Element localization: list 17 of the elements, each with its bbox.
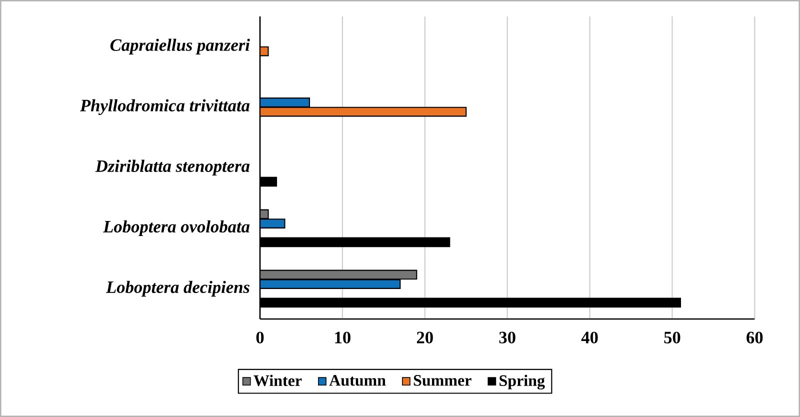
y-tick-label: Dziriblatta stenoptera (95, 160, 250, 176)
y-tick-label: Loboptera ovolobata (103, 220, 250, 236)
legend-label: Summer (414, 375, 472, 386)
x-tick-label: 0 (256, 332, 264, 344)
x-tick-label: 30 (499, 332, 516, 344)
legend-label: Autumn (329, 375, 386, 386)
legend-label: Winter (254, 374, 302, 386)
y-tick-label: Phyllodromica trivittata (80, 99, 250, 116)
y-tick-label: Capraiellus panzeri (110, 38, 250, 54)
x-tick-label: 40 (581, 332, 598, 344)
bar (260, 279, 401, 289)
x-tick-label: 20 (416, 332, 433, 344)
x-tick-label: 10 (335, 332, 350, 344)
x-tick-label: 50 (664, 332, 680, 344)
legend-label: Spring (500, 374, 545, 390)
x-tick-label: 60 (746, 332, 763, 344)
y-tick-label: Loboptera decipiens (106, 280, 250, 297)
